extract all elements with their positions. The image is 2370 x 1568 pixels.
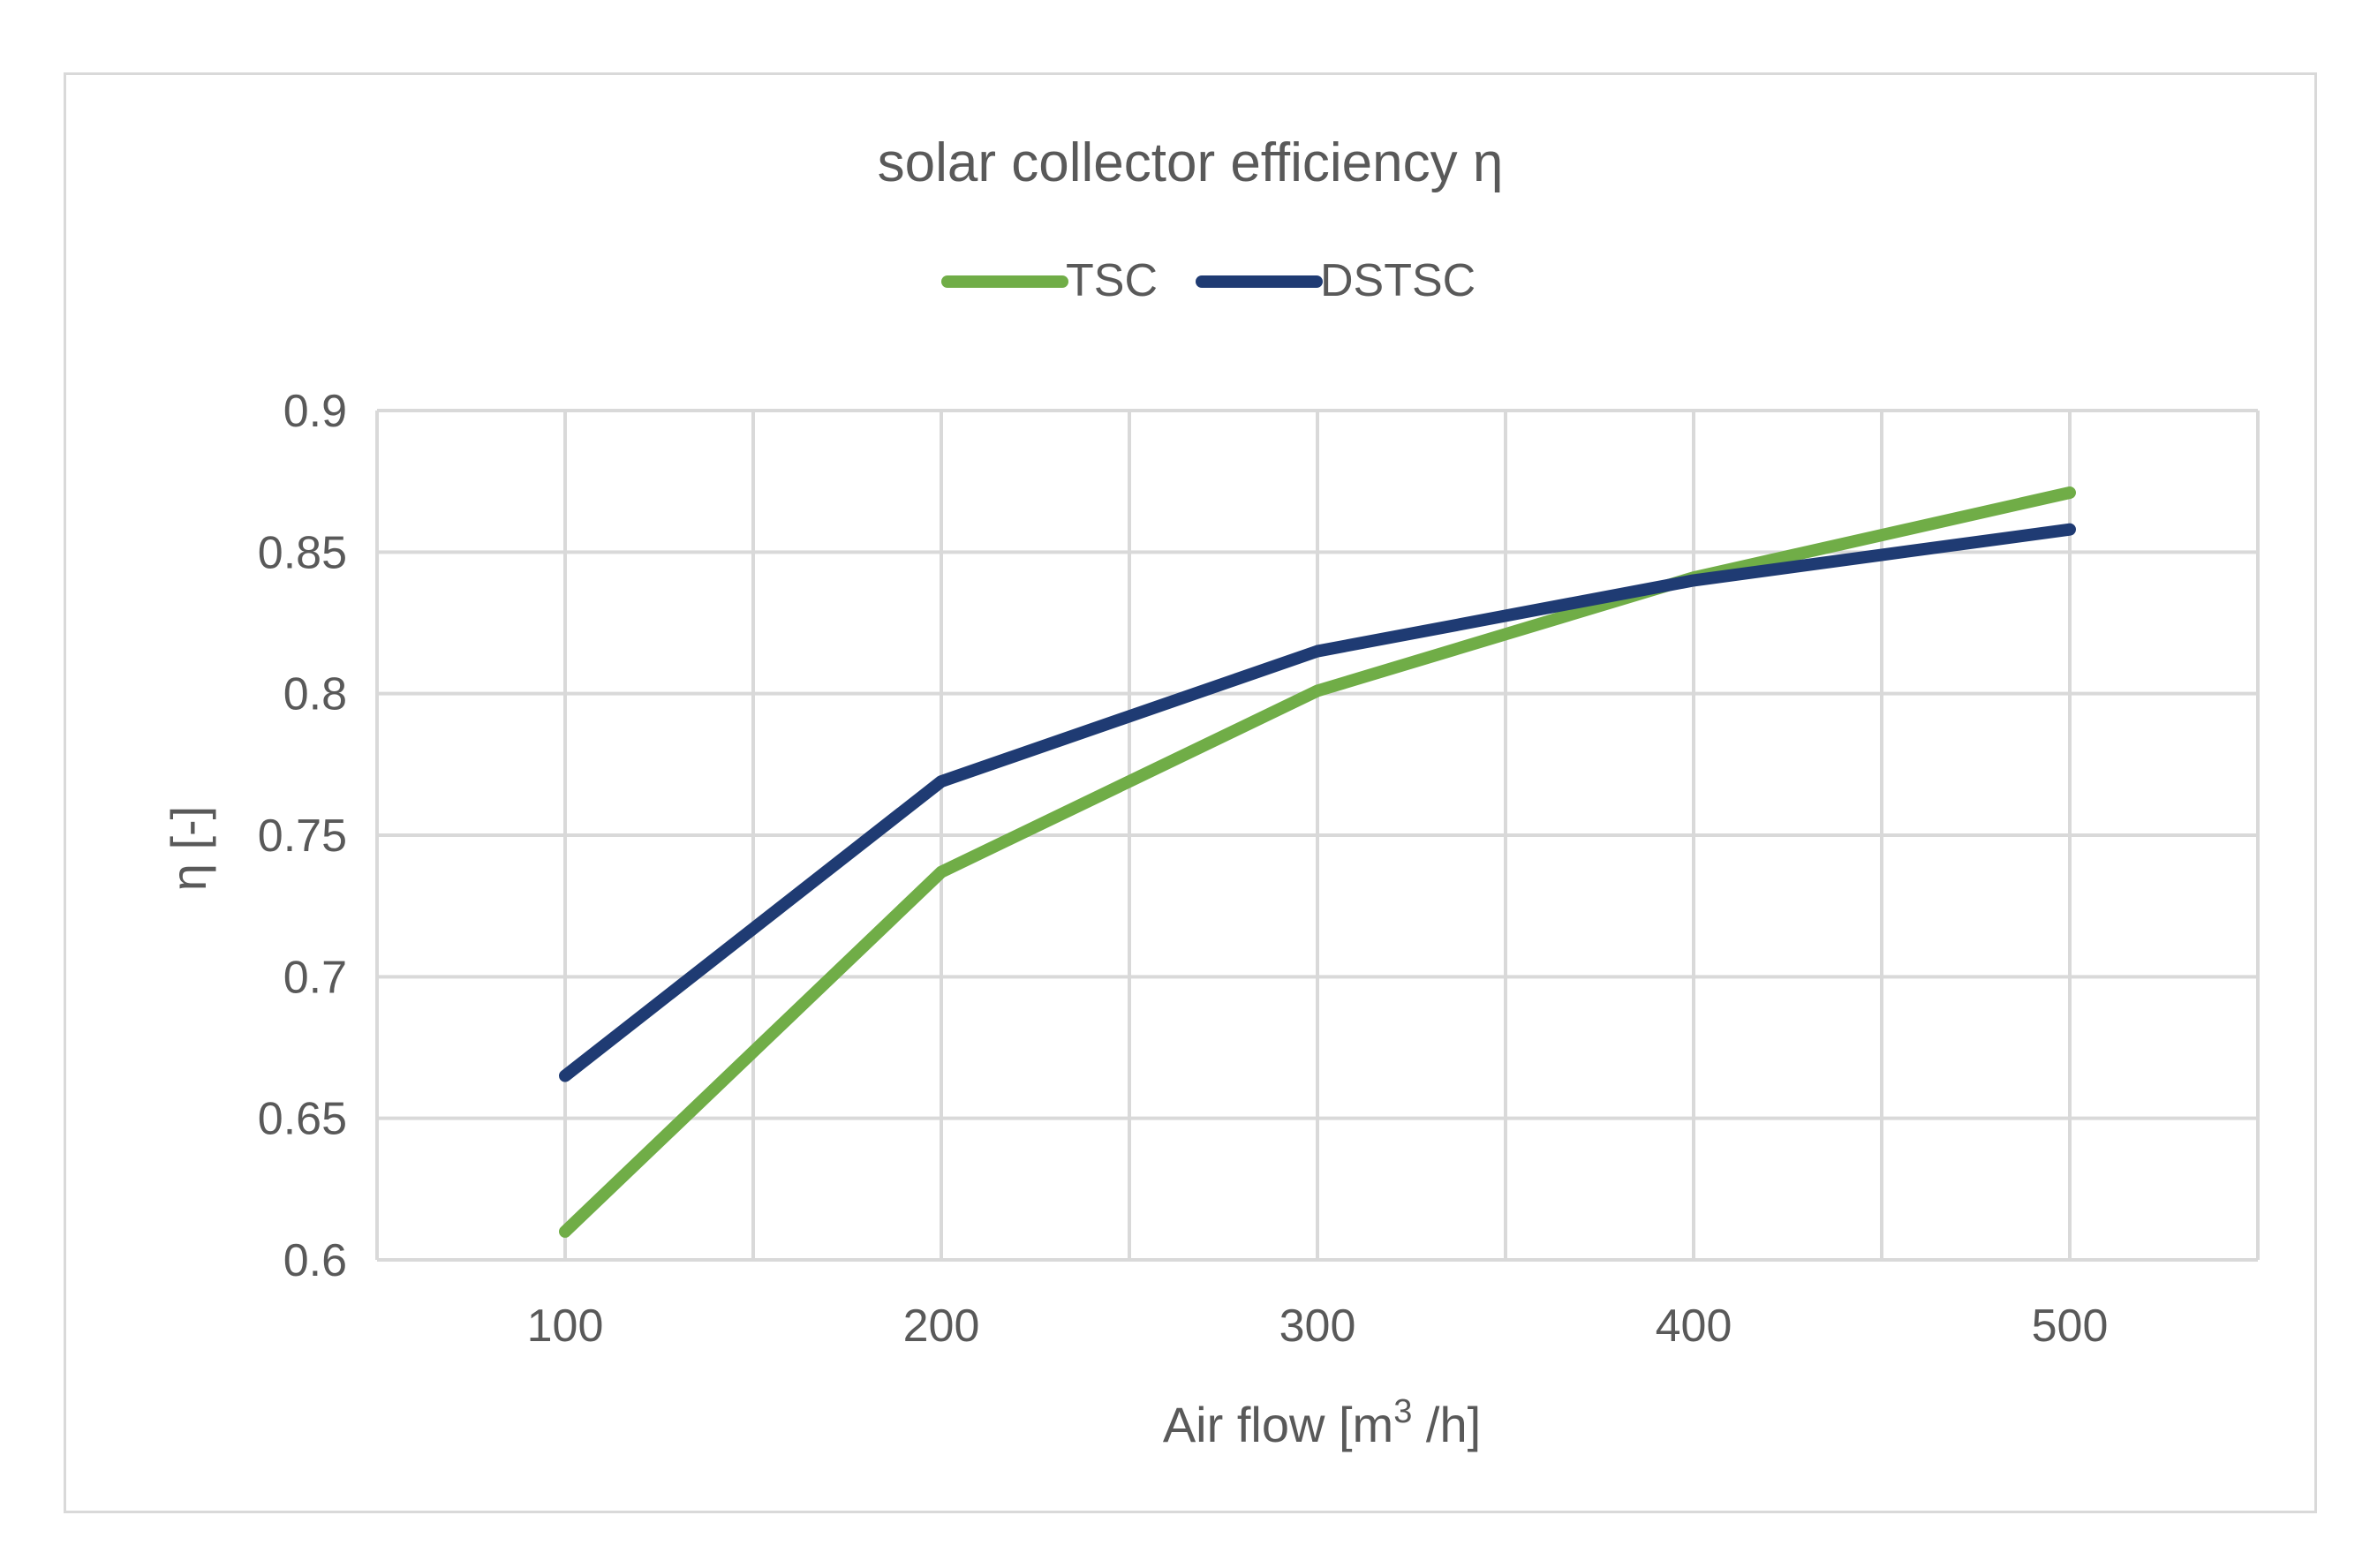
legend: TSC DSTSC [941,255,1476,306]
x-axis-title-tail: /h] [1412,1397,1481,1452]
x-axis-title-sup: 3 [1393,1393,1412,1430]
y-axis-title: η [-] [161,806,216,891]
y-tick-label: 0.7 [283,952,347,1003]
legend-label-dstsc: DSTSC [1320,255,1476,306]
series-line-tsc [559,486,2076,1238]
chart-title: solar collector efficiency η [878,132,1504,193]
y-tick-label: 0.75 [258,810,347,862]
chart-frame: solar collector efficiency η TSC DSTSC 0.… [64,72,2317,1513]
x-tick-label: 400 [1656,1300,1732,1352]
y-tick-label: 0.65 [258,1094,347,1145]
x-axis-title: Air flow [m3 /h] [1163,1393,1481,1452]
gridlines [375,409,2260,1262]
x-tick-label: 100 [527,1300,604,1352]
x-tick-label: 300 [1279,1300,1356,1352]
y-axis-ticks: 0.6 0.65 0.7 0.75 0.8 0.85 0.9 [258,386,347,1286]
x-tick-label: 500 [2032,1300,2109,1352]
y-tick-label: 0.6 [283,1235,347,1286]
x-axis-ticks: 100 200 300 400 500 [527,1300,2109,1352]
y-tick-label: 0.8 [283,669,347,720]
x-axis-title-base: Air flow [m [1163,1397,1393,1452]
series-line-dstsc [559,523,2076,1082]
series-lines [559,486,2076,1238]
y-tick-label: 0.9 [283,386,347,437]
y-tick-label: 0.85 [258,527,347,578]
legend-label-tsc: TSC [1066,255,1158,306]
x-tick-label: 200 [903,1300,980,1352]
line-chart: solar collector efficiency η TSC DSTSC 0.… [161,132,2260,1452]
